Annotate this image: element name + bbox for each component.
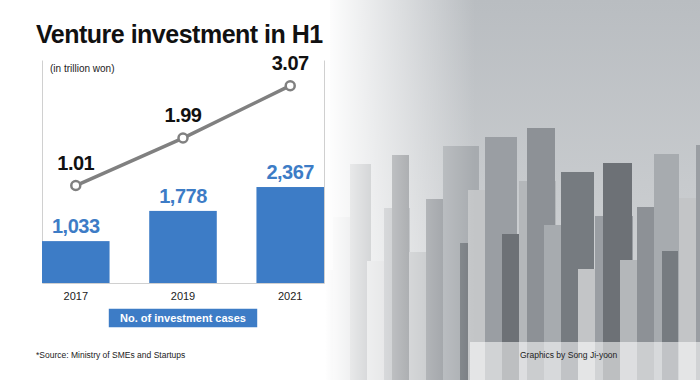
y2-axis (324, 61, 325, 284)
data-labels: 1,033 1,778 2,367 1.01 1.99 3.07 (52, 52, 314, 237)
annotation: *Source: Ministry of SMEs and Startups (36, 350, 185, 360)
line-label: 3.07 (272, 52, 309, 74)
bar (256, 187, 324, 283)
bar (149, 211, 217, 283)
line-label: 1.01 (57, 152, 94, 174)
bar-label: 2,367 (266, 161, 314, 183)
x-tick: 2021 (278, 290, 302, 302)
x-tick: 2019 (171, 290, 195, 302)
x-tick: 2017 (64, 290, 88, 302)
line-marker (71, 181, 80, 190)
x-tick-label: 2017 (64, 290, 88, 302)
y2-axis-line (324, 61, 325, 284)
legend: No. of investment cases (108, 308, 258, 328)
photo-fade (325, 0, 475, 380)
title: Venture investment in H1 (36, 20, 323, 48)
line-marker (286, 81, 295, 90)
chart: 2017 2019 2021 1,033 1,778 2,367 1.01 1.99 3.07 N… (0, 0, 700, 380)
line-label: 1.99 (165, 104, 202, 126)
annotation: Graphics by Song Ji-yoon (520, 350, 618, 360)
plot-area (42, 81, 324, 283)
x-axis-line (43, 283, 325, 284)
x-tick-label: 2021 (278, 290, 302, 302)
legend-box (108, 308, 258, 328)
x-axis: 2017 2019 2021 (43, 284, 325, 303)
credit-backdrop (470, 342, 700, 380)
background-photo (325, 0, 700, 380)
bar-label: 1,778 (159, 185, 207, 207)
line-marker (179, 134, 188, 143)
bar (42, 241, 110, 283)
legend-item: No. of investment cases (108, 308, 258, 328)
bar-label: 1,033 (52, 215, 100, 237)
x-tick-label: 2019 (171, 290, 195, 302)
subtitle: (in trillion won) (50, 63, 114, 74)
line (76, 86, 290, 186)
legend-label: No. of investment cases (120, 312, 246, 324)
